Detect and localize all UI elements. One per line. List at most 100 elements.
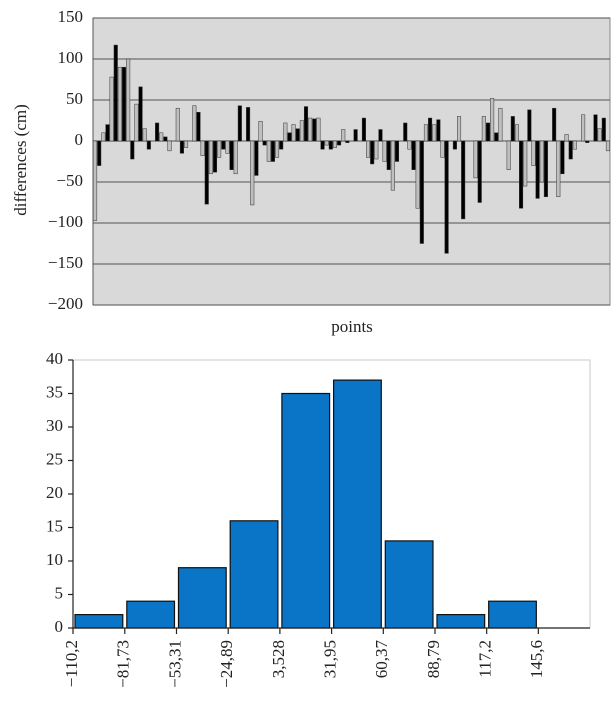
bar bbox=[457, 116, 462, 142]
x-tick-label: −110,2 bbox=[62, 640, 81, 687]
bar bbox=[283, 122, 288, 142]
bar bbox=[605, 140, 610, 152]
bar bbox=[461, 140, 466, 220]
bar bbox=[568, 140, 573, 160]
x-tick-label: 117,2 bbox=[476, 640, 495, 678]
bar bbox=[556, 140, 561, 198]
bar bbox=[403, 122, 408, 142]
bar bbox=[134, 103, 139, 142]
bar bbox=[117, 66, 122, 142]
bar bbox=[394, 140, 400, 162]
bar bbox=[159, 132, 164, 142]
bar bbox=[419, 140, 424, 244]
x-axis-label: points bbox=[331, 317, 373, 336]
y-tick-label: −50 bbox=[56, 171, 83, 190]
bar bbox=[519, 140, 524, 209]
bar bbox=[440, 140, 445, 158]
bar bbox=[481, 116, 486, 142]
bar bbox=[444, 140, 449, 254]
bar bbox=[146, 140, 151, 150]
bar bbox=[258, 121, 263, 142]
bar bbox=[163, 136, 168, 142]
bar bbox=[498, 107, 503, 142]
bar bbox=[552, 107, 557, 142]
bar bbox=[428, 117, 433, 142]
x-tick-label: 3,528 bbox=[269, 640, 288, 678]
bar bbox=[312, 118, 317, 142]
x-tick-label: −24,89 bbox=[217, 640, 236, 688]
y-tick-label: 10 bbox=[46, 550, 63, 569]
bar bbox=[130, 140, 135, 160]
x-tick-label: 145,6 bbox=[527, 640, 546, 678]
y-tick-label: 20 bbox=[46, 483, 63, 502]
y-tick-label: −150 bbox=[48, 253, 83, 272]
y-tick-label: 15 bbox=[46, 516, 63, 535]
bar bbox=[593, 114, 598, 142]
bar bbox=[233, 140, 238, 175]
bar bbox=[179, 140, 184, 154]
bar bbox=[270, 140, 275, 162]
y-tick-label: 30 bbox=[46, 416, 63, 435]
bar bbox=[543, 140, 548, 198]
x-tick-label: 88,79 bbox=[424, 640, 443, 678]
histogram-bar bbox=[436, 613, 486, 629]
bar bbox=[101, 132, 106, 142]
bar bbox=[432, 124, 437, 142]
bar bbox=[200, 140, 205, 157]
bar bbox=[279, 140, 284, 150]
histogram-bar bbox=[384, 540, 434, 629]
x-tick-label: 60,37 bbox=[372, 640, 391, 679]
bar bbox=[308, 117, 313, 142]
bar bbox=[564, 134, 569, 142]
bar bbox=[370, 140, 375, 165]
bar bbox=[332, 140, 337, 148]
x-tick-label: −53,31 bbox=[165, 640, 184, 688]
bar bbox=[345, 140, 350, 143]
bar bbox=[523, 140, 528, 187]
bar bbox=[105, 124, 110, 142]
histogram-bar bbox=[177, 567, 227, 629]
bar bbox=[303, 106, 309, 142]
y-tick-label: 0 bbox=[75, 130, 84, 149]
bar bbox=[299, 120, 304, 142]
bar bbox=[494, 132, 499, 142]
bar bbox=[407, 140, 412, 150]
histogram-bar bbox=[488, 600, 537, 629]
bar bbox=[287, 132, 292, 142]
bar bbox=[473, 140, 478, 179]
bar bbox=[423, 124, 428, 142]
bar bbox=[485, 122, 491, 142]
histogram-bar bbox=[126, 600, 176, 629]
bar bbox=[382, 140, 387, 162]
bar bbox=[324, 140, 329, 146]
bar bbox=[436, 119, 441, 142]
x-tick-label: 31,95 bbox=[320, 640, 339, 678]
bar bbox=[204, 140, 209, 205]
bar bbox=[581, 114, 586, 142]
bar bbox=[275, 140, 280, 158]
bar bbox=[535, 140, 540, 199]
bar bbox=[411, 140, 416, 170]
bar bbox=[366, 140, 371, 158]
y-tick-label: −100 bbox=[48, 212, 83, 231]
bar bbox=[291, 124, 296, 142]
bar bbox=[113, 44, 118, 142]
bar bbox=[477, 140, 482, 203]
bar bbox=[374, 140, 379, 160]
y-tick-label: 50 bbox=[66, 89, 83, 108]
bar bbox=[266, 140, 271, 162]
bar bbox=[221, 140, 226, 150]
bar bbox=[142, 128, 147, 142]
plot-frame bbox=[73, 359, 591, 628]
y-tick-label: 40 bbox=[46, 349, 63, 368]
bar bbox=[262, 140, 267, 146]
bar bbox=[225, 140, 230, 154]
bar bbox=[328, 140, 333, 150]
y-tick-label: 35 bbox=[46, 382, 63, 401]
bar bbox=[560, 140, 565, 175]
x-tick-label: −81,73 bbox=[114, 640, 133, 688]
bar bbox=[597, 128, 602, 142]
y-tick-label: −200 bbox=[48, 294, 83, 313]
bar bbox=[250, 140, 255, 206]
